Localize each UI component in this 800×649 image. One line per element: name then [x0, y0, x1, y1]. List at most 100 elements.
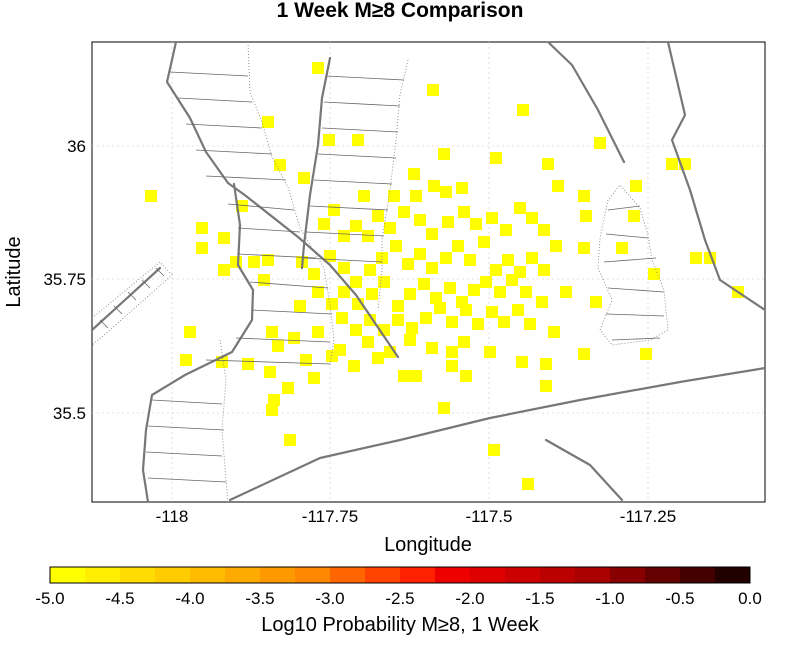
fault-trace-southern: [228, 366, 767, 502]
probability-cell: [318, 218, 330, 230]
probability-cell: [348, 360, 360, 372]
probability-cell: [538, 224, 550, 236]
fault-hatch-tick: [325, 75, 405, 81]
fault-hatch-tick: [237, 227, 301, 233]
probability-cell: [490, 264, 502, 276]
probability-cell: [538, 264, 550, 276]
colorbar-tick-label: -5.0: [35, 589, 64, 608]
probability-cell: [578, 348, 590, 360]
fault-hatch-tick: [237, 253, 317, 259]
probability-cell: [284, 434, 296, 446]
probability-cell: [438, 402, 450, 414]
colorbar-swatch: [575, 567, 611, 583]
probability-cell: [442, 216, 454, 228]
fault-hatch-tick: [607, 205, 641, 211]
colorbar-swatch: [470, 567, 506, 583]
fault-hatch-tick: [317, 153, 397, 159]
probability-cell: [480, 276, 492, 288]
probability-cell: [388, 190, 400, 202]
probability-cell: [362, 336, 374, 348]
probability-cell: [410, 190, 422, 202]
probability-cell: [398, 206, 410, 218]
probability-cell: [494, 286, 506, 298]
probability-cell: [456, 182, 468, 194]
probability-cell: [410, 370, 422, 382]
probability-cell: [350, 324, 362, 336]
x-axis: -118 -117.75 -117.5 -117.25 Longitude: [156, 507, 677, 556]
probability-cell: [444, 282, 456, 294]
colorbar-tick-label: -3.5: [245, 589, 274, 608]
probability-cell: [402, 258, 414, 270]
probability-cell: [440, 252, 452, 264]
colorbar-swatch: [190, 567, 226, 583]
probability-cell: [384, 222, 396, 234]
colorbar-frame: [49, 566, 751, 584]
fault-hatch-tick: [147, 477, 227, 483]
probability-cell: [282, 382, 294, 394]
colorbar-tick-label: -1.0: [595, 589, 624, 608]
probability-cell: [378, 276, 390, 288]
fault-trace-northeast-2: [666, 40, 767, 312]
y-tick-label: 35.5: [53, 404, 86, 423]
fault-trace-garlock-west: [165, 40, 400, 359]
probability-cell: [308, 372, 320, 384]
probability-cell: [336, 312, 348, 324]
fault-hatch-tick: [155, 267, 165, 277]
probability-cell: [520, 286, 532, 298]
probability-cell: [512, 304, 524, 316]
probability-cell: [366, 288, 378, 300]
fault-hatch-tick: [309, 205, 389, 211]
colorbar-tick-label: -4.5: [105, 589, 134, 608]
probability-cell: [323, 134, 335, 146]
probability-cell: [364, 264, 376, 276]
probability-cell: [540, 358, 552, 370]
probability-cell: [420, 312, 432, 324]
probability-cell: [145, 190, 157, 202]
probability-cell: [542, 158, 554, 170]
probability-cell: [516, 356, 528, 368]
fault-trace-central-1: [300, 56, 332, 270]
probability-cell: [446, 360, 458, 372]
probability-cell: [218, 264, 230, 276]
probability-cell: [460, 370, 472, 382]
probability-cell: [196, 222, 208, 234]
probability-cell: [398, 370, 410, 382]
fault-zone-outline-west: [91, 261, 173, 346]
probability-cell: [517, 104, 529, 116]
probability-cell: [506, 274, 518, 286]
probability-cell: [458, 336, 470, 348]
y-axis-title: Latitude: [3, 236, 25, 307]
probability-cell: [350, 276, 362, 288]
probability-cell: [552, 180, 564, 192]
x-tick-label: -118: [156, 507, 189, 526]
fault-hatch-tick: [235, 337, 331, 343]
probability-cell: [522, 478, 534, 490]
probability-cell: [248, 256, 260, 268]
probability-cell: [594, 137, 606, 149]
probability-cell: [452, 240, 464, 252]
x-tick-label: -117.5: [466, 507, 513, 526]
fault-hatch-tick: [147, 425, 225, 431]
probability-cell: [242, 358, 254, 370]
fault-hatch-tick: [205, 359, 331, 365]
probability-cell: [524, 318, 536, 330]
map-title: 1 Week M≥8 Comparison: [277, 0, 524, 22]
probability-cell: [438, 148, 450, 160]
colorbar-swatch: [330, 567, 366, 583]
probability-cell: [338, 286, 350, 298]
probability-cell: [460, 304, 472, 316]
probability-cell: [406, 322, 418, 334]
probability-cell: [464, 254, 476, 266]
probability-cell: [666, 158, 678, 170]
fault-hatch-tick: [313, 179, 393, 185]
probability-cell: [362, 230, 374, 242]
probability-cell: [262, 254, 274, 266]
fault-hatch-tick: [177, 97, 253, 103]
colorbar-swatch: [680, 567, 716, 583]
probability-cell: [294, 300, 306, 312]
probability-cell: [502, 254, 514, 266]
probability-cell: [218, 232, 230, 244]
probability-cell: [488, 444, 500, 456]
fault-hatch-tick: [145, 451, 223, 457]
